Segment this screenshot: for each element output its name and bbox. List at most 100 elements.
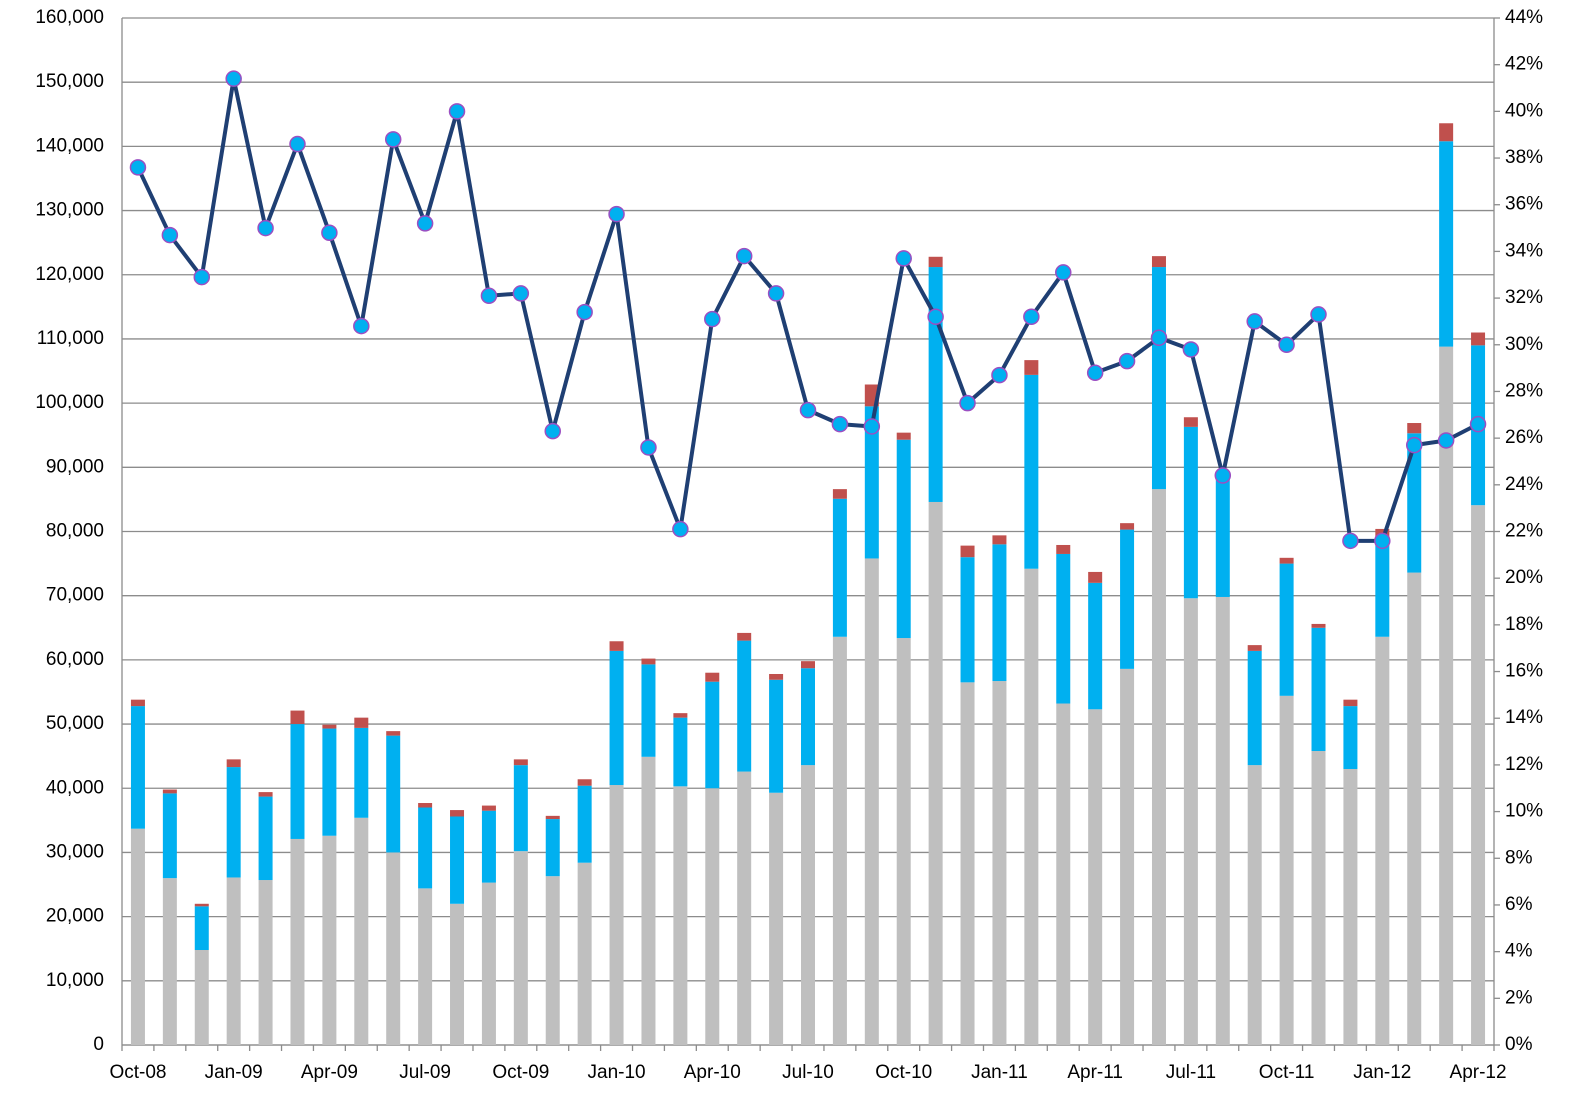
y-tick-label: 80,000 [46,521,104,542]
line-marker [257,219,274,237]
x-tick-label: Apr-09 [301,1062,358,1083]
line-marker [799,401,817,419]
y2-tick-label: 34% [1505,240,1543,261]
bar-segment [864,558,879,1045]
line-marker [161,226,179,244]
bar-segment [450,903,465,1045]
line-marker [895,250,912,267]
y2-tick-label: 16% [1505,661,1543,682]
bar-segment [609,650,624,786]
bar-segment [832,489,847,499]
bar-segment [450,816,465,904]
bar-segment [960,682,975,1045]
line-marker [608,205,625,223]
bar-segment [896,432,911,440]
bar-segment [737,632,752,641]
bar-segment [481,805,496,811]
bar-segment [162,793,177,879]
line-marker [512,285,530,302]
bar-segment [609,785,624,1045]
bar-segment [1088,582,1103,710]
y2-tick-label: 38% [1505,147,1543,168]
bar-segment [481,882,496,1045]
bar-segment [545,876,560,1045]
bar-segment [162,878,177,1045]
bar-segment [1471,505,1486,1046]
bar-segment [705,788,720,1045]
y2-tick-label: 28% [1505,380,1543,401]
line-marker [991,366,1008,384]
y2-tick-label: 30% [1505,334,1543,355]
line-marker [129,159,147,176]
bar-segment [1279,563,1294,696]
bar-segment [1439,346,1454,1045]
bar-segment [513,759,528,766]
bar-segment [705,672,720,682]
line-marker [544,422,561,440]
bar-segment [1024,374,1039,569]
bar-segment [226,877,241,1045]
y-tick-label: 50,000 [46,713,104,734]
bar-segment [290,710,305,725]
x-tick-label: Oct-10 [875,1062,932,1083]
bar-segment [832,498,847,637]
line-marker [704,310,721,328]
bar-segment [418,888,433,1045]
y-tick-label: 30,000 [46,841,104,862]
bar-segment [1183,417,1198,427]
x-tick-label: Apr-10 [684,1062,741,1083]
bar-segment [1247,645,1262,651]
x-tick-label: Jan-10 [588,1062,646,1083]
bar-segment [481,810,496,883]
y2-tick-label: 40% [1505,100,1543,121]
bar-segment [1151,267,1166,490]
y-tick-label: 20,000 [46,906,104,927]
bar-segment [641,756,656,1045]
y2-tick-label: 26% [1505,427,1543,448]
bar-segment [258,796,273,881]
bar-segment [705,681,720,789]
bar-segment [1056,553,1071,704]
bar-segment [354,717,369,728]
line-marker [1310,306,1327,323]
x-tick-label: Oct-11 [1259,1062,1315,1083]
bar-segment [1056,703,1071,1045]
bar-segment [130,828,145,1045]
bar-segment [1439,141,1454,347]
bar-segment [290,724,305,839]
x-tick-label: Jan-09 [205,1062,263,1083]
bar-segment [673,713,688,718]
y2-tick-label: 22% [1505,521,1543,542]
bar-segment [545,819,560,877]
bar-segment [801,765,815,1045]
bar-segment [1088,709,1103,1045]
bar-segment [226,759,241,768]
bar-segment [609,641,624,651]
bar-segment [928,267,943,502]
line-marker [353,317,370,335]
bar-segment [194,950,209,1045]
line-marker [672,520,689,538]
bar-segment [1407,433,1422,573]
line-marker [289,135,306,153]
bar-segment [418,803,433,808]
bar-segment [673,786,688,1045]
y-tick-label: 140,000 [35,135,104,156]
line-marker [321,224,338,241]
bar-segment [737,771,752,1045]
line-marker [225,70,242,87]
y-tick-label: 130,000 [35,200,104,221]
bar-segment [1024,360,1039,375]
bar-segment [130,699,145,707]
bar-segment [1247,765,1262,1045]
line-marker [1055,264,1072,281]
bar-segment [960,545,975,558]
y2-tick-label: 20% [1505,567,1543,588]
bar-segment [992,681,1007,1045]
x-tick-label: Jan-11 [971,1062,1028,1083]
bar-segment [577,862,592,1045]
bar-segment [769,792,784,1045]
bar-segment [1120,529,1135,669]
x-tick-label: Jan-12 [1353,1062,1411,1083]
bar-segment [1024,568,1039,1045]
